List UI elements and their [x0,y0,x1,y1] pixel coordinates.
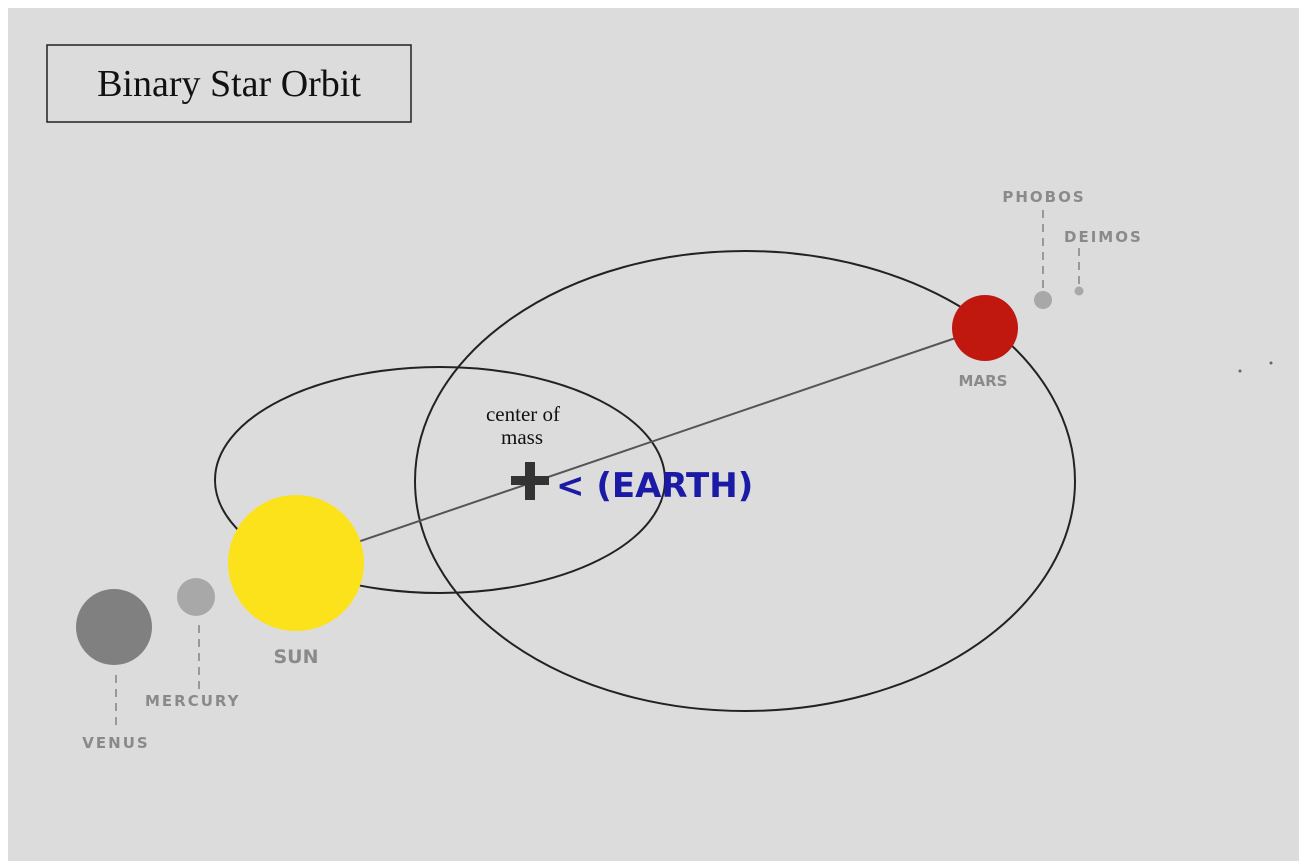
phobos [1034,291,1052,309]
sun [228,495,364,631]
body-label: DEIMOS [1064,228,1143,246]
background [8,8,1299,861]
body-label: SUN [273,646,318,668]
center-label: mass [501,425,543,449]
title: Binary Star Orbit [97,63,361,105]
earth-label: < (EARTH) [556,466,753,506]
mercury [177,578,215,616]
deimos [1075,287,1084,296]
center-label: center of [486,402,560,426]
body-label: PHOBOS [1002,188,1085,206]
body-label: VENUS [82,734,149,752]
diagram: Binary Star Orbit center of mass < (EART… [0,0,1299,861]
star-dot [1270,362,1273,365]
body-label: MERCURY [145,692,241,710]
body-label: MARS [959,372,1008,390]
star-dot [1239,370,1242,373]
venus [76,589,152,665]
mars [952,295,1018,361]
